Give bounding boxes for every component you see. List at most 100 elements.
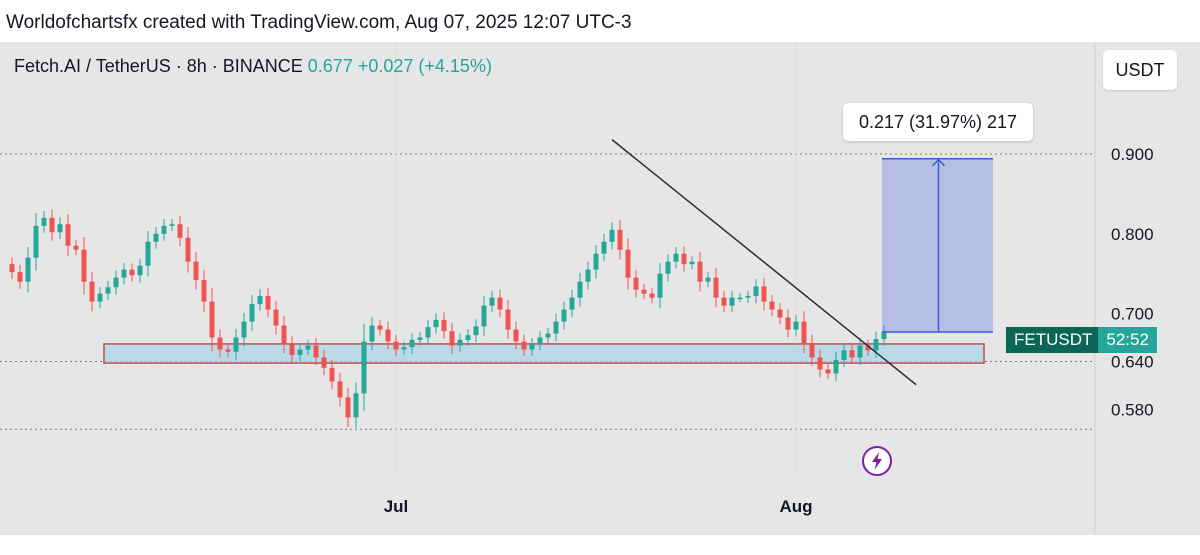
- candle-68: [553, 313, 559, 342]
- candle-109: [881, 325, 887, 346]
- candle-99: [801, 311, 807, 354]
- candle-body: [65, 224, 71, 246]
- candle-body: [41, 217, 47, 226]
- y-tick-label-3: 0.640: [1111, 352, 1154, 371]
- candle-body: [169, 224, 175, 226]
- candle-92: [745, 290, 751, 303]
- candle-25: [209, 287, 215, 352]
- candle-86: [697, 251, 703, 292]
- candle-body: [353, 393, 359, 418]
- candle-body: [249, 304, 255, 322]
- candle-41: [337, 372, 343, 407]
- measurement-tool: [882, 158, 993, 333]
- candle-body: [305, 345, 311, 350]
- candle-58: [473, 319, 479, 343]
- candle-13: [113, 270, 119, 295]
- candle-34: [281, 316, 287, 354]
- candle-0: [9, 257, 15, 279]
- candle-body: [737, 297, 743, 300]
- candle-body: [329, 367, 335, 382]
- candle-body: [761, 286, 767, 302]
- price-chart[interactable]: 0.900 0.800 0.700 0.640 0.580 Jul Aug: [0, 42, 1200, 535]
- candle-47: [385, 321, 391, 350]
- pair-label: Fetch.AI / TetherUS · 8h · BINANCE: [14, 56, 303, 76]
- candle-body: [833, 359, 839, 374]
- candle-18: [153, 227, 159, 249]
- candle-body: [313, 345, 319, 358]
- candle-body: [689, 261, 695, 265]
- bar-countdown: 52:52: [1098, 327, 1157, 353]
- candle-48: [393, 334, 399, 357]
- candle-33: [273, 300, 279, 335]
- candle-body: [857, 345, 863, 358]
- candle-body: [321, 357, 327, 368]
- candle-79: [641, 283, 647, 300]
- candle-body: [369, 325, 375, 342]
- candle-body: [633, 277, 639, 290]
- candle-23: [193, 252, 199, 290]
- candle-80: [649, 287, 655, 304]
- candle-2: [25, 246, 31, 293]
- candle-body: [361, 341, 367, 394]
- candle-body: [841, 350, 847, 360]
- candle-102: [825, 363, 831, 380]
- candle-body: [137, 265, 143, 276]
- y-axis-ticks: 0.900 0.800 0.700 0.640 0.580: [1111, 145, 1154, 419]
- candle-104: [841, 343, 847, 368]
- candle-body: [617, 229, 623, 250]
- candle-100: [809, 334, 815, 366]
- candle-body: [505, 309, 511, 330]
- candle-body: [609, 229, 615, 242]
- candle-body: [881, 331, 887, 340]
- measure-label: 0.217 (31.97%) 217: [843, 103, 1033, 141]
- candle-101: [817, 349, 823, 378]
- candle-64: [521, 334, 527, 357]
- candle-77: [625, 237, 631, 290]
- candle-35: [289, 336, 295, 363]
- candle-body: [9, 264, 15, 273]
- candle-44: [361, 323, 367, 412]
- candle-3: [33, 213, 39, 271]
- candle-body: [569, 297, 575, 310]
- candle-body: [289, 343, 295, 356]
- candle-24: [201, 269, 207, 312]
- symbol-name: FETUSDT: [1006, 327, 1099, 353]
- candle-body: [105, 287, 111, 294]
- candle-78: [633, 269, 639, 298]
- candle-body: [769, 301, 775, 310]
- candle-body: [641, 289, 647, 294]
- candle-56: [457, 333, 463, 352]
- candle-body: [377, 325, 383, 330]
- candle-26: [217, 329, 223, 358]
- chart-panel[interactable]: 0.900 0.800 0.700 0.640 0.580 Jul Aug Fetch.A…: [0, 42, 1200, 535]
- candle-98: [793, 314, 799, 337]
- price-change: +0.027 (+4.15%): [357, 56, 492, 76]
- currency-button[interactable]: USDT: [1103, 50, 1177, 90]
- candle-43: [353, 382, 359, 429]
- candle-body: [441, 319, 447, 332]
- candle-body: [713, 277, 719, 298]
- candle-16: [137, 258, 143, 283]
- candle-body: [849, 350, 855, 358]
- candle-59: [481, 295, 487, 337]
- candle-body: [473, 326, 479, 336]
- candle-body: [73, 245, 79, 250]
- candle-body: [425, 327, 431, 338]
- downtrend-line[interactable]: [611, 139, 917, 386]
- candle-85: [689, 256, 695, 270]
- y-tick-label-0: 0.900: [1111, 145, 1154, 164]
- candle-1: [17, 264, 23, 289]
- lightning-bolt-glyph: [872, 452, 882, 470]
- candle-body: [121, 269, 127, 278]
- candle-body: [809, 343, 815, 358]
- candle-body: [537, 337, 543, 344]
- symbol-header: Fetch.AI / TetherUS · 8h · BINANCE 0.677…: [14, 56, 492, 77]
- candle-body: [17, 272, 23, 282]
- candle-body: [49, 217, 55, 233]
- y-tick-label-1: 0.800: [1111, 225, 1154, 244]
- candle-body: [489, 297, 495, 306]
- candle-body: [273, 309, 279, 326]
- candle-91: [737, 292, 743, 303]
- lightning-bolt-icon[interactable]: [862, 446, 892, 476]
- candle-38: [313, 337, 319, 366]
